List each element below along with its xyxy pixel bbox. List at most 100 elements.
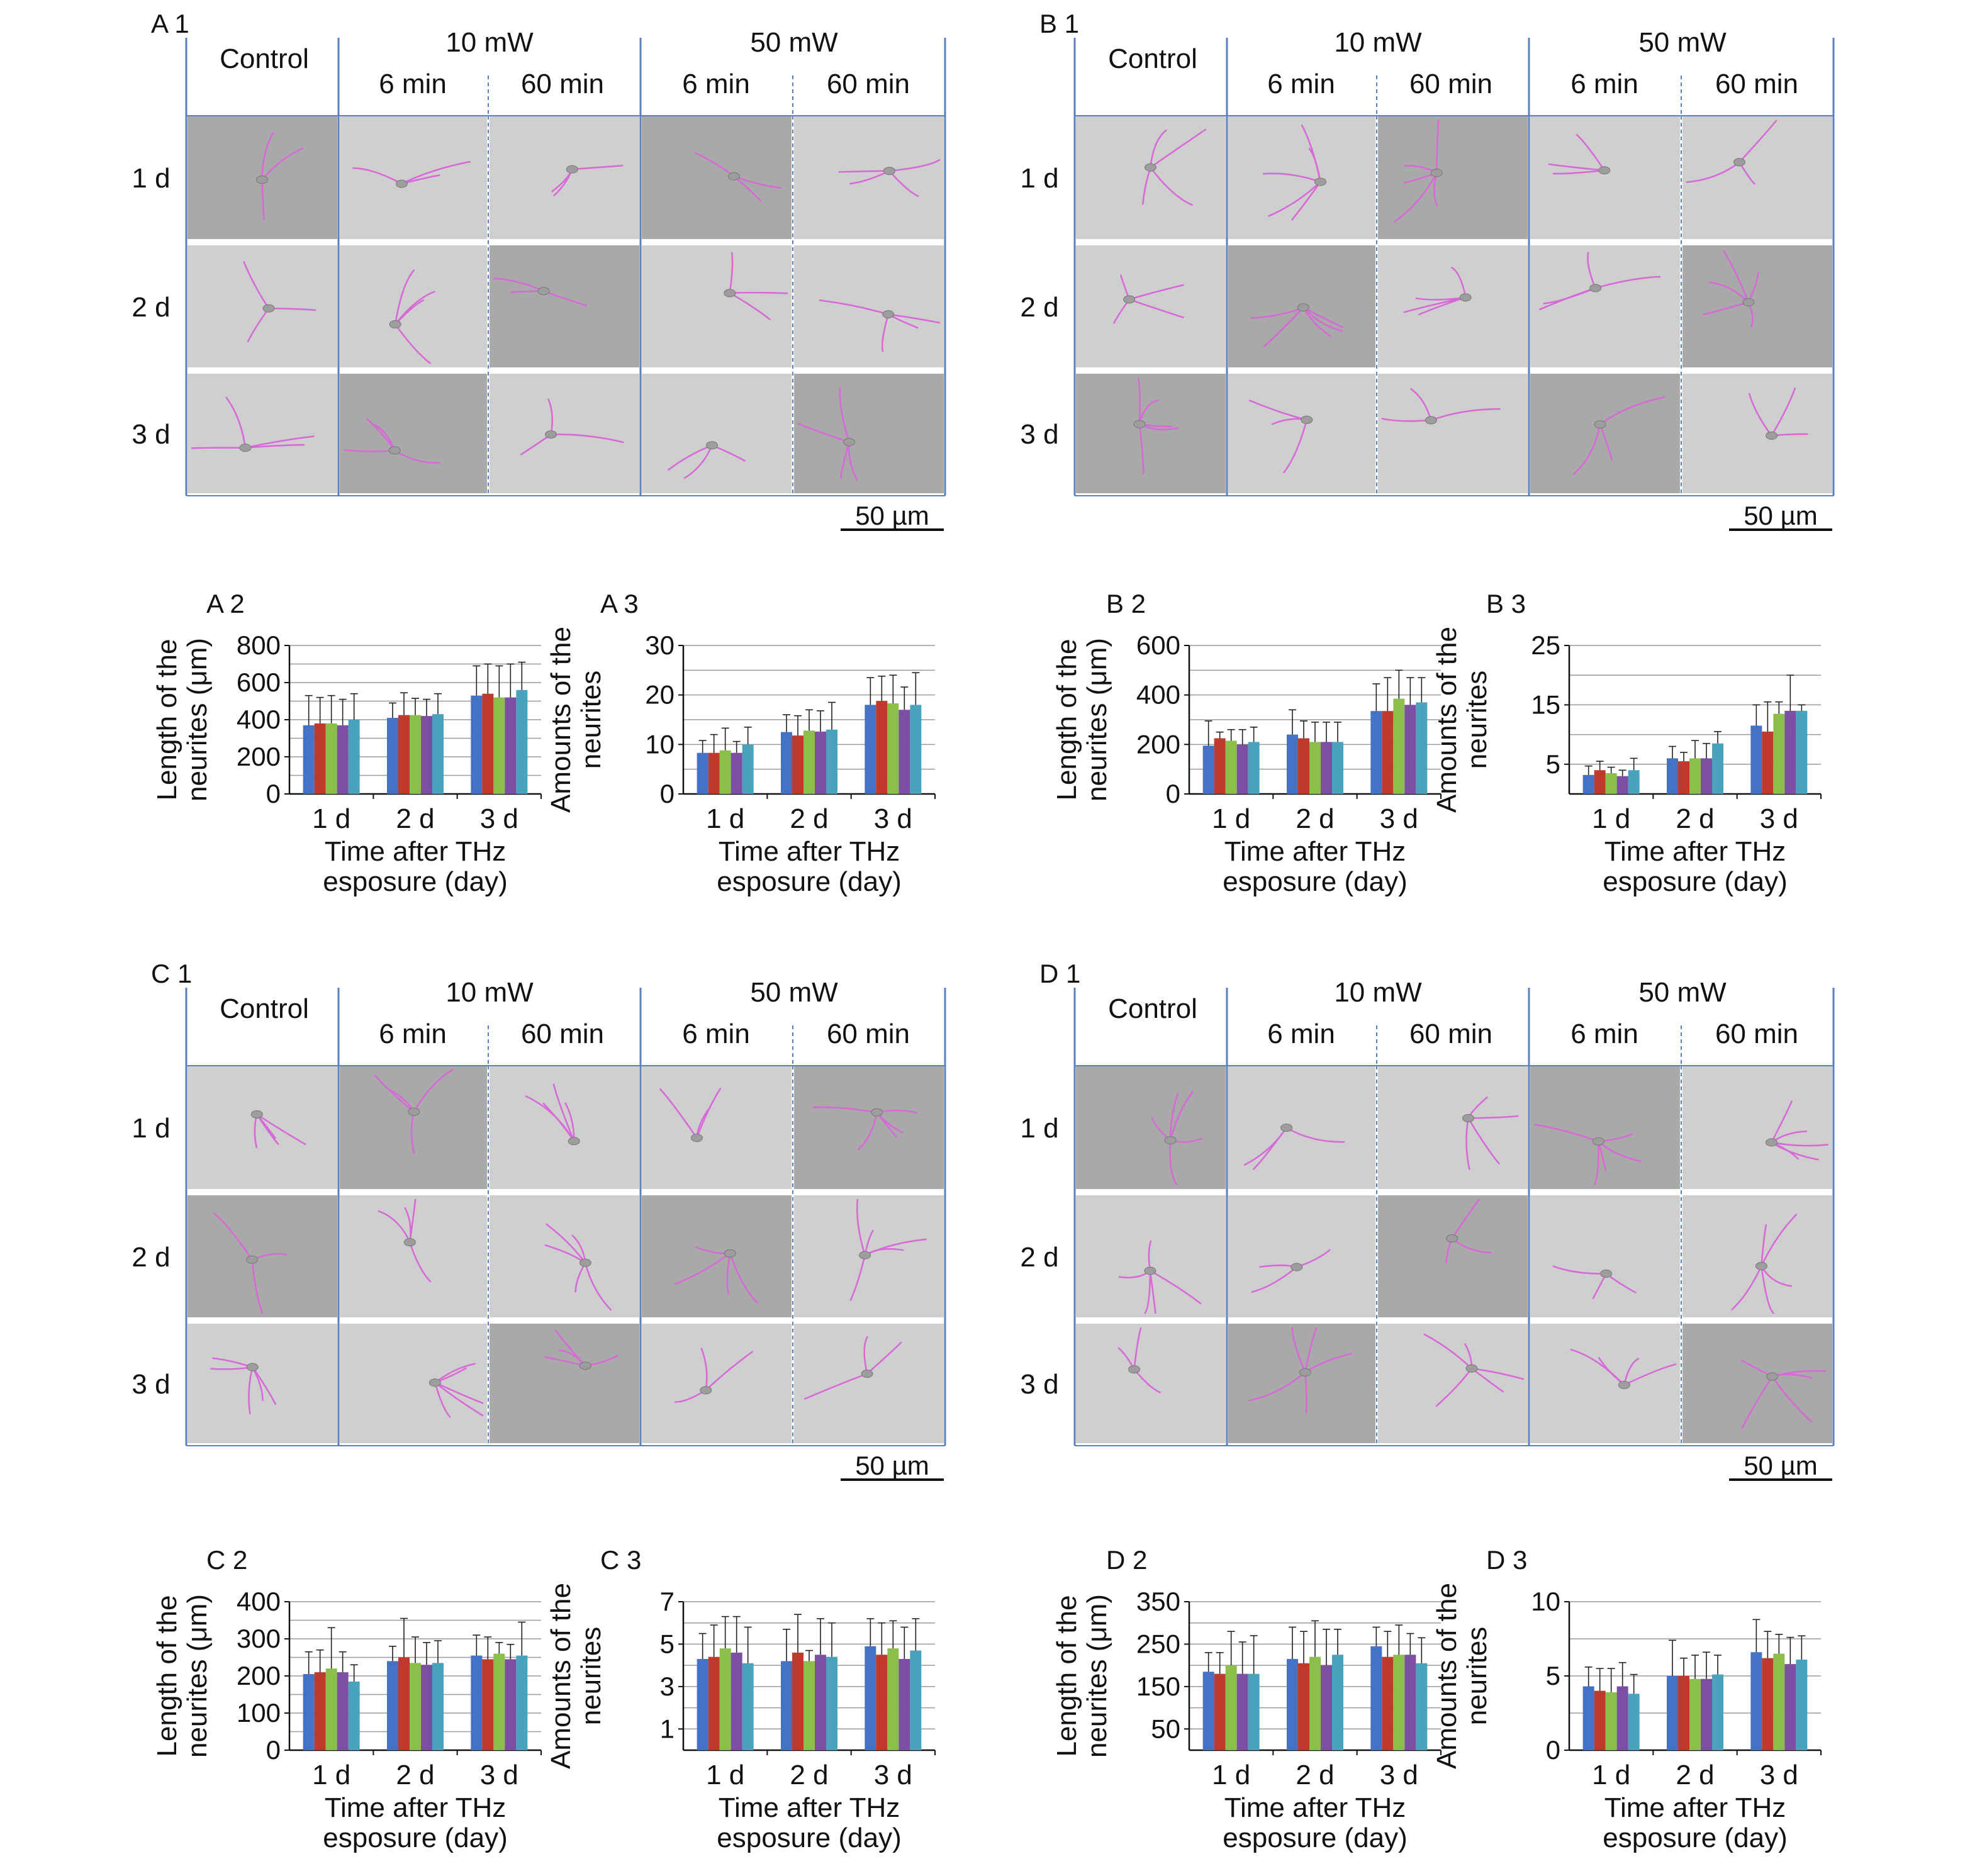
neurite-trace — [797, 422, 850, 443]
bar — [1582, 1686, 1594, 1750]
micrograph-image — [1228, 1195, 1375, 1317]
bar — [337, 1672, 349, 1750]
group-header-50mw: 50 mW — [750, 27, 838, 58]
bar — [1202, 745, 1214, 794]
bar — [865, 705, 876, 794]
column-header-control: Control — [1108, 43, 1197, 74]
subcolumn-header: 60 min — [1715, 1019, 1798, 1049]
y-axis-label-group: Amounts of the neurites — [1431, 1583, 1492, 1769]
group-header-10mw: 10 mW — [445, 977, 534, 1008]
neurite-trace — [1243, 1127, 1287, 1166]
bar — [421, 1665, 432, 1750]
y-tick-label: 50 — [1151, 1714, 1180, 1743]
bar — [1225, 740, 1237, 794]
neurite-trace — [1263, 172, 1321, 183]
x-axis-label: esposure (day) — [1223, 866, 1407, 897]
neurite-trace — [1423, 1333, 1472, 1370]
bar — [1773, 1653, 1785, 1750]
micrograph-image — [1228, 374, 1375, 493]
micrograph-image — [642, 374, 792, 493]
bar — [1701, 758, 1712, 794]
scale-bar-label: 50 µm — [855, 1451, 929, 1480]
neurite-trace — [261, 147, 304, 181]
micrograph-image — [1530, 116, 1680, 239]
row-label-1d: 1 d — [132, 1113, 170, 1144]
y-axis-label: neurites (μm) — [1082, 1594, 1112, 1758]
row-gap — [186, 367, 945, 374]
bar — [1214, 738, 1226, 794]
bar — [910, 705, 922, 794]
micrograph-image — [188, 374, 337, 493]
row-label-3d: 3 d — [132, 1369, 170, 1400]
neurite-trace — [1748, 393, 1772, 437]
cell-body — [859, 1251, 871, 1259]
neurite-trace — [1169, 1091, 1194, 1141]
micrograph-image — [490, 116, 639, 239]
bar — [1416, 1663, 1428, 1750]
neurite-trace — [1722, 250, 1749, 303]
neurite-trace — [1251, 1266, 1297, 1293]
bar — [1750, 1652, 1762, 1750]
bar — [1678, 761, 1689, 794]
row-gap — [1075, 367, 1834, 374]
neurite-trace — [1570, 1348, 1625, 1386]
neurite-trace — [1137, 377, 1141, 425]
cell-body — [566, 165, 578, 174]
neurite-trace — [409, 1242, 432, 1283]
group-header-50mw: 50 mW — [750, 977, 838, 1008]
micrograph-image — [490, 374, 639, 493]
bar — [781, 732, 792, 794]
neurite-trace — [1169, 1093, 1179, 1141]
neurite-trace — [1533, 1124, 1599, 1142]
neurite-trace — [546, 1223, 586, 1264]
neurite-trace — [434, 1382, 451, 1418]
y-tick-label: 400 — [237, 1587, 281, 1616]
micrograph-image — [642, 245, 792, 367]
bar — [1214, 1673, 1226, 1750]
cell-body — [388, 446, 401, 455]
bar — [1689, 1678, 1701, 1750]
x-tick-label: 3 d — [1760, 1760, 1798, 1790]
neurite-trace — [251, 1259, 264, 1314]
row-label-1d: 1 d — [132, 163, 170, 194]
neurite-trace — [659, 1088, 698, 1139]
bar — [1796, 710, 1808, 794]
neurite-trace — [245, 444, 305, 449]
y-axis-label-group: Length of the neurites (μm) — [1051, 1594, 1112, 1758]
bar — [398, 1657, 410, 1750]
subcolumn-header: 6 min — [379, 69, 447, 99]
micrograph-image — [1682, 116, 1832, 239]
cell-body — [239, 444, 252, 452]
micrograph-image — [1378, 1195, 1528, 1317]
neurite-trace — [812, 1106, 877, 1114]
y-axis-label: Length of the — [152, 1595, 182, 1757]
micrograph-image — [1530, 1195, 1680, 1317]
cell-body — [1430, 169, 1443, 177]
micrograph-image — [1378, 1324, 1528, 1443]
neurite-trace — [1150, 1270, 1202, 1305]
bar — [1202, 1672, 1214, 1750]
y-axis-label: neurites — [576, 1627, 607, 1726]
bar — [910, 1650, 922, 1750]
bar — [1605, 773, 1617, 794]
subcolumn-header: 6 min — [1267, 69, 1335, 99]
y-tick-label: 800 — [237, 630, 281, 660]
micrograph-image — [188, 1324, 337, 1443]
bar — [471, 695, 483, 794]
x-axis-label: esposure (day) — [1603, 1823, 1787, 1853]
row-label-3d: 3 d — [1020, 1369, 1058, 1400]
bar — [1298, 738, 1309, 794]
neurite-trace — [434, 1382, 484, 1417]
cell-body — [1297, 303, 1309, 312]
neurite-trace — [1267, 181, 1321, 218]
x-axis-label: esposure (day) — [323, 866, 507, 897]
bar — [1321, 1665, 1332, 1750]
row-gap — [1075, 239, 1834, 245]
neurite-trace — [839, 442, 850, 479]
x-axis-label: Time after THz — [719, 1792, 900, 1823]
micrograph-image — [1530, 374, 1680, 493]
